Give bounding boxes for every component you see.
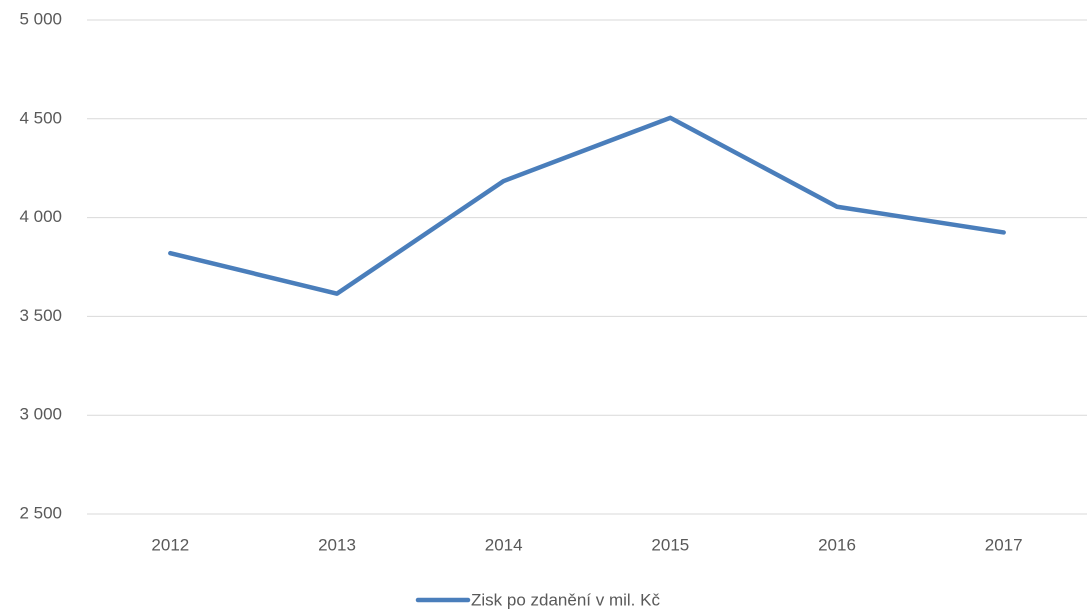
data-line: [168, 115, 1006, 296]
x-tick-label: 2015: [651, 535, 689, 554]
x-tick-label: 2013: [318, 535, 356, 554]
y-tick-label: 3 000: [19, 405, 62, 424]
x-tick-label: 2016: [818, 535, 856, 554]
y-tick-label: 5 000: [19, 9, 62, 28]
y-tick-label: 2 500: [19, 503, 62, 522]
y-tick-label: 4 000: [19, 207, 62, 226]
x-tick-label: 2017: [985, 535, 1023, 554]
y-tick-label: 4 500: [19, 108, 62, 127]
x-tick-label: 2012: [151, 535, 189, 554]
legend-label: Zisk po zdanění v mil. Kč: [471, 590, 660, 609]
y-tick-label: 3 500: [19, 306, 62, 325]
x-tick-label: 2014: [485, 535, 523, 554]
